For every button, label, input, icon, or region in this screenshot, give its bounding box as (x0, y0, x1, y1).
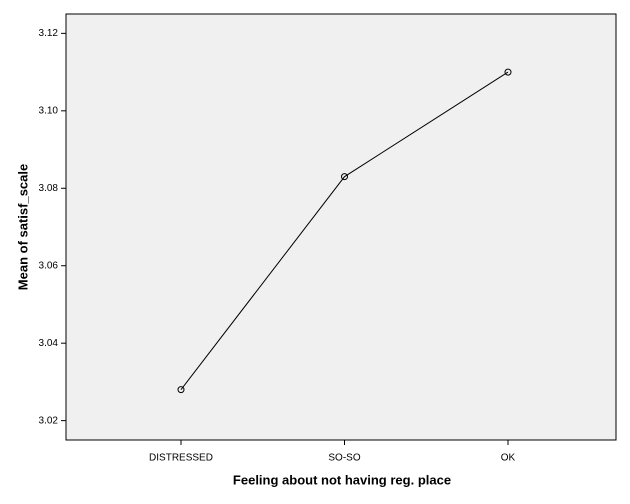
y-tick-label: 3.12 (39, 28, 59, 39)
y-tick-label: 3.04 (39, 338, 59, 349)
y-tick-label: 3.10 (39, 105, 59, 116)
x-axis-title: Feeling about not having reg. place (233, 472, 451, 487)
x-tick-label: DISTRESSED (149, 453, 213, 464)
series-line (180, 71, 509, 390)
y-tick-label: 3.06 (39, 260, 59, 271)
x-tick-label: SO-SO (328, 453, 360, 464)
data-point (177, 386, 185, 394)
plot-area (65, 13, 617, 441)
x-tick-label: OK (501, 453, 516, 464)
y-tick-label: 3.02 (39, 415, 59, 426)
data-point (341, 173, 348, 181)
data-point (504, 68, 512, 76)
y-axis-title: Mean of satisf_scale (15, 164, 30, 290)
y-tick-label: 3.08 (39, 183, 59, 194)
